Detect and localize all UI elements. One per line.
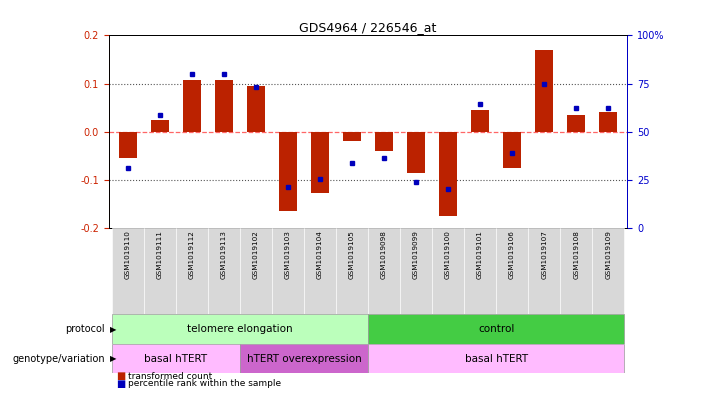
Bar [112,228,144,314]
Bar [336,228,368,314]
Text: GSM1019102: GSM1019102 [253,231,259,279]
Text: hTERT overexpression: hTERT overexpression [247,354,361,364]
Bar [112,314,368,344]
Text: GSM1019108: GSM1019108 [573,231,579,279]
Bar [599,112,617,132]
Bar [151,119,169,132]
Text: GSM1019105: GSM1019105 [349,231,355,279]
Text: GSM1019106: GSM1019106 [509,231,515,279]
Text: control: control [478,324,515,334]
Text: ■: ■ [116,371,125,382]
Bar [528,228,560,314]
Text: GSM1019103: GSM1019103 [285,231,291,279]
Bar [400,228,432,314]
Text: GSM1019101: GSM1019101 [477,231,483,279]
Text: GSM1019112: GSM1019112 [189,231,195,279]
Bar [560,228,592,314]
Bar [311,132,329,193]
Bar [503,132,521,168]
Text: basal hTERT: basal hTERT [144,354,207,364]
Bar [247,86,265,132]
Bar [240,344,368,373]
Bar [183,80,200,132]
Text: transformed count: transformed count [128,372,212,381]
Text: GSM1019113: GSM1019113 [221,231,227,279]
Bar [368,228,400,314]
Bar [343,132,361,141]
Bar [304,228,336,314]
Text: genotype/variation: genotype/variation [13,354,105,364]
Bar [471,110,489,132]
Text: ▶: ▶ [110,325,116,334]
Bar [144,228,176,314]
Bar [440,132,457,216]
Text: basal hTERT: basal hTERT [465,354,528,364]
Bar [112,344,240,373]
Text: GSM1019104: GSM1019104 [317,231,323,279]
Bar [176,228,208,314]
Title: GDS4964 / 226546_at: GDS4964 / 226546_at [299,21,437,34]
Bar [279,132,297,211]
Bar [272,228,304,314]
Bar [368,314,624,344]
Text: ■: ■ [116,379,125,389]
Text: ▶: ▶ [110,354,116,363]
Text: telomere elongation: telomere elongation [187,324,293,334]
Bar [368,344,624,373]
Text: GSM1019098: GSM1019098 [381,231,387,279]
Text: GSM1019100: GSM1019100 [445,231,451,279]
Bar [592,228,624,314]
Text: GSM1019099: GSM1019099 [413,231,419,279]
Text: GSM1019109: GSM1019109 [605,231,611,279]
Bar [240,228,272,314]
Bar [496,228,528,314]
Bar [208,228,240,314]
Bar [432,228,464,314]
Bar [375,132,393,151]
Text: GSM1019107: GSM1019107 [541,231,547,279]
Bar [119,132,137,158]
Bar [215,80,233,132]
Bar [407,132,425,173]
Text: GSM1019110: GSM1019110 [125,231,131,279]
Text: GSM1019111: GSM1019111 [157,231,163,279]
Bar [567,115,585,132]
Text: protocol: protocol [65,324,105,334]
Bar [536,50,553,132]
Text: percentile rank within the sample: percentile rank within the sample [128,380,281,388]
Bar [464,228,496,314]
